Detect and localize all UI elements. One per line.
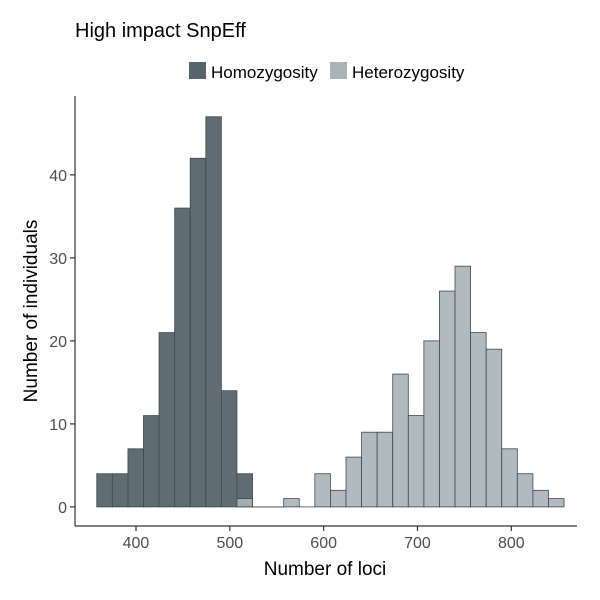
x-axis-title: Number of loci xyxy=(264,559,387,580)
bar-homozygosity-0 xyxy=(96,473,113,508)
bar-heterozygosity-19 xyxy=(532,489,549,508)
legend: Homozygosity Heterozygosity xyxy=(189,62,465,82)
bar-heterozygosity-17 xyxy=(501,448,518,508)
y-tick-label-40: 40 xyxy=(49,168,67,185)
bar-heterozygosity-16 xyxy=(485,348,503,508)
bar-homozygosity-1 xyxy=(111,473,129,508)
bar-heterozygosity-12 xyxy=(423,340,440,508)
x-tick-label-400: 400 xyxy=(123,535,150,552)
chart-title: High impact SnpEff xyxy=(75,20,246,42)
bar-homozygosity-4 xyxy=(158,332,176,508)
bar-homozygosity-6 xyxy=(189,157,207,508)
legend-label-homozygosity: Homozygosity xyxy=(211,63,318,82)
x-tick-label-500: 500 xyxy=(216,535,243,552)
bar-heterozygosity-13 xyxy=(439,290,456,508)
plot-bars xyxy=(96,116,565,508)
bar-heterozygosity-9 xyxy=(376,431,394,508)
bar-heterozygosity-15 xyxy=(470,332,487,508)
bar-heterozygosity-8 xyxy=(361,431,378,508)
y-tick-label-30: 30 xyxy=(49,251,67,268)
bar-heterozygosity-10 xyxy=(392,373,409,508)
axes xyxy=(74,96,577,527)
bar-homozygosity-7 xyxy=(205,116,222,508)
y-axis-title: Number of individuals xyxy=(21,220,42,403)
bar-homozygosity-8 xyxy=(220,390,238,508)
legend-label-heterozygosity: Heterozygosity xyxy=(352,63,465,82)
bar-heterozygosity-18 xyxy=(516,473,534,508)
y-tick-label-10: 10 xyxy=(49,417,67,434)
bar-heterozygosity-20 xyxy=(548,498,565,508)
tick-marks: 400 500 600 700 800 0 10 20 30 40 xyxy=(49,168,525,552)
bar-homozygosity-2 xyxy=(127,448,144,508)
bar-homozygosity-5 xyxy=(174,207,191,508)
bar-heterozygosity-11 xyxy=(407,415,425,508)
x-tick-label-700: 700 xyxy=(404,535,431,552)
legend-swatch-homozygosity xyxy=(189,62,206,79)
legend-swatch-heterozygosity xyxy=(330,62,347,79)
bar-heterozygosity-6 xyxy=(330,489,347,508)
y-tick-label-0: 0 xyxy=(58,500,67,517)
bar-heterozygosity-7 xyxy=(345,456,362,508)
x-tick-label-600: 600 xyxy=(310,535,337,552)
bar-heterozygosity-3 xyxy=(283,498,300,508)
bar-heterozygosity-0 xyxy=(236,498,253,508)
bar-heterozygosity-14 xyxy=(454,265,471,508)
bar-heterozygosity-5 xyxy=(314,473,331,508)
y-tick-label-20: 20 xyxy=(49,334,67,351)
x-tick-label-800: 800 xyxy=(498,535,525,552)
bar-homozygosity-3 xyxy=(143,415,160,508)
